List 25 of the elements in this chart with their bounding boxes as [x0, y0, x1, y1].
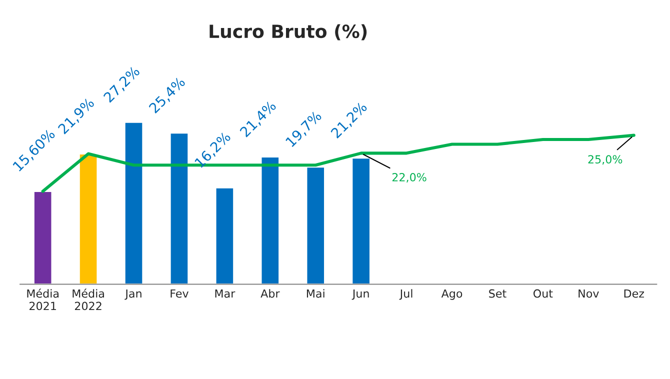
bar: [78, 153, 98, 284]
bar: [214, 187, 234, 284]
x-tick-label: Ago: [441, 289, 462, 300]
chart-title: Lucro Bruto (%): [210, 24, 367, 40]
x-tick-label: Média 2022: [72, 288, 104, 310]
bar: [33, 190, 53, 284]
x-tick-label: Fev: [170, 289, 188, 298]
bar: [260, 156, 280, 284]
x-tick-label: Jul: [399, 289, 412, 300]
x-tick-label: Média 2021: [27, 288, 59, 310]
x-tick-label: Nov: [578, 289, 599, 298]
x-tick-label: Dez: [624, 289, 644, 298]
bar: [124, 122, 144, 284]
x-tick-label: Jun: [352, 289, 369, 300]
x-tick-label: Mai: [306, 289, 324, 298]
x-tick-label: Out: [533, 289, 553, 298]
x-tick-label: Set: [489, 289, 506, 298]
x-tick-label: Jan: [124, 289, 142, 300]
data-label: 25,0%: [588, 155, 622, 165]
x-tick-label: Abr: [260, 289, 280, 298]
bar: [169, 132, 190, 284]
x-tick-label: Mar: [215, 289, 236, 298]
bar: [351, 157, 371, 284]
data-label: 22,0%: [392, 172, 426, 183]
bar: [306, 166, 326, 284]
